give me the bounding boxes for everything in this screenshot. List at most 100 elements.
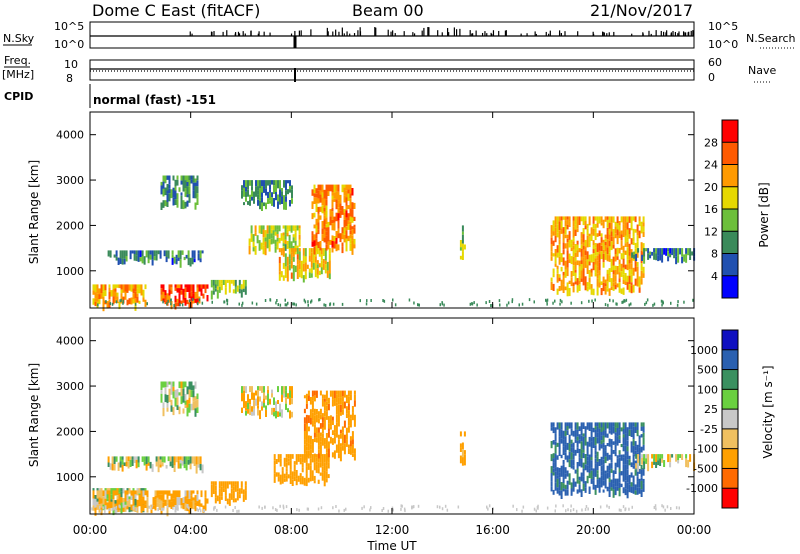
- echo-cell: [568, 259, 571, 263]
- echo-cell: [560, 283, 563, 291]
- echo-cell: [183, 256, 186, 261]
- echo-cell: [107, 456, 110, 463]
- echo-cell: [317, 479, 320, 484]
- echo-cell: [341, 206, 344, 215]
- echo-cell: [238, 494, 241, 499]
- echo-cell: [628, 234, 631, 239]
- echo-cell: [242, 288, 245, 293]
- echo-cell: [174, 287, 177, 291]
- echo-cell: [685, 454, 688, 459]
- echo-cell: [323, 477, 326, 481]
- echo-cell: [190, 501, 193, 509]
- x-axis-ticks: 00:00 04:00 08:00 12:00 16:00 20:00 00:00: [73, 523, 712, 537]
- echo-cell: [179, 463, 182, 469]
- ground-scatter-dot: [620, 508, 622, 512]
- ground-scatter-dot: [332, 506, 334, 510]
- echo-cell: [314, 256, 317, 263]
- echo-cell: [164, 490, 167, 495]
- echo-cell: [323, 398, 326, 402]
- echo-cell: [556, 232, 559, 238]
- echo-cell: [610, 222, 613, 232]
- echo-cell: [606, 219, 609, 224]
- echo-cell: [281, 386, 283, 395]
- echo-cell: [166, 184, 169, 191]
- echo-cell: [327, 241, 330, 250]
- echo-cell: [325, 390, 328, 395]
- echo-cell: [643, 256, 646, 264]
- echo-cell: [173, 256, 176, 264]
- echo-cell: [275, 180, 277, 186]
- power-colorbar-segment: [722, 120, 738, 143]
- echo-cell: [304, 262, 307, 272]
- echo-cell: [343, 212, 346, 220]
- echo-cell: [584, 221, 587, 226]
- echo-cell: [353, 238, 356, 245]
- echo-cell: [614, 221, 617, 227]
- echo-cell: [634, 490, 637, 495]
- echo-cell: [192, 182, 195, 191]
- echo-cell: [325, 210, 328, 218]
- echo-cell: [126, 500, 129, 507]
- echo-cell: [578, 439, 581, 444]
- echo-cell: [96, 284, 99, 294]
- echo-cell: [345, 439, 348, 447]
- echo-cell: [343, 195, 346, 203]
- echo-cell: [202, 505, 205, 513]
- echo-cell: [266, 233, 269, 243]
- echo-cell: [275, 192, 277, 201]
- echo-cell: [277, 454, 280, 463]
- echo-cell: [261, 386, 263, 393]
- echo-cell: [286, 241, 289, 246]
- echo-cell: [313, 462, 316, 471]
- echo-cell: [303, 408, 306, 414]
- echo-cell: [634, 441, 637, 447]
- echo-cell: [308, 268, 311, 273]
- echo-cell: [317, 198, 320, 204]
- echo-cell: [329, 216, 332, 226]
- echo-cell: [125, 456, 128, 462]
- echo-cell: [317, 214, 320, 223]
- echo-cell: [109, 463, 112, 470]
- ground-scatter-dot: [486, 505, 488, 509]
- echo-cell: [570, 271, 573, 278]
- echo-cell: [174, 179, 177, 187]
- echo-cell: [349, 436, 352, 441]
- echo-cell: [178, 392, 181, 396]
- echo-cell: [108, 490, 111, 497]
- echo-cell: [602, 430, 605, 436]
- echo-cell: [614, 275, 617, 282]
- echo-cell: [266, 242, 269, 249]
- echo-cell: [146, 490, 149, 498]
- echo-cell: [236, 491, 239, 501]
- nsky-label: N.Sky: [3, 32, 35, 45]
- echo-cell: [255, 191, 257, 197]
- ground-scatter-dot: [335, 505, 337, 508]
- ground-scatter-dot: [413, 505, 415, 509]
- echo-cell: [196, 298, 199, 305]
- ground-scatter-dot: [512, 504, 514, 508]
- echo-cell: [300, 273, 303, 279]
- echo-cell: [115, 250, 118, 257]
- echo-cell: [640, 221, 643, 225]
- echo-cell: [126, 490, 129, 495]
- echo-cell: [160, 181, 163, 186]
- echo-cell: [554, 471, 557, 478]
- echo-cell: [608, 252, 611, 256]
- echo-cell: [612, 236, 615, 245]
- echo-cell: [600, 233, 603, 237]
- echo-cell: [337, 422, 340, 427]
- echo-cell: [192, 500, 195, 510]
- echo-cell: [323, 401, 326, 411]
- echo-cell: [618, 435, 621, 440]
- power-colorbar-segment: [722, 164, 738, 187]
- echo-cell: [210, 490, 213, 498]
- echo-cell: [305, 454, 308, 462]
- ground-scatter-dot: [132, 506, 135, 510]
- power-colorbar-segment: [722, 275, 738, 298]
- echo-cell: [564, 484, 567, 490]
- echo-cell: [119, 461, 122, 468]
- echo-cell: [558, 277, 561, 282]
- echo-cell: [661, 254, 664, 263]
- echo-cell: [186, 186, 189, 195]
- y-tick-label: 3000: [56, 174, 84, 187]
